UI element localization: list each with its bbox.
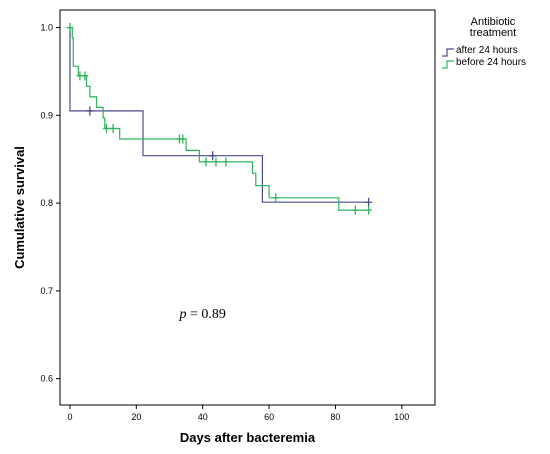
legend-label: before 24 hours: [456, 57, 526, 68]
series-layer: [66, 23, 373, 215]
plot-area: [59, 9, 436, 406]
censor-mark: [86, 106, 94, 116]
survival-step-line: [69, 27, 369, 203]
censor-mark: [212, 157, 220, 167]
series-before-24h: [66, 23, 373, 215]
legend-swatch: [442, 60, 454, 69]
legend-swatch: [442, 48, 454, 57]
y-tick-label: 1.0: [40, 23, 53, 33]
plot-frame: [59, 9, 436, 406]
x-tick-label: 100: [394, 412, 409, 422]
legend-title: Antibiotic: [471, 16, 516, 28]
y-tick-label: 0.9: [40, 110, 53, 120]
y-tick-label: 0.6: [40, 374, 53, 384]
censor-mark: [202, 157, 210, 167]
censor-mark: [365, 205, 373, 215]
censor-mark: [209, 151, 217, 161]
censor-mark: [102, 124, 110, 133]
censor-mark: [272, 193, 280, 203]
x-tick-label: 40: [198, 412, 208, 422]
y-axis-ticks: 0.6 0.7 0.8 0.9 1.0: [40, 23, 60, 384]
x-tick-label: 80: [330, 412, 340, 422]
censor-mark: [109, 124, 117, 133]
x-tick-label: 0: [67, 412, 72, 422]
censor-mark: [179, 134, 187, 144]
x-axis-ticks: 0 20 40 60 80 100: [67, 405, 409, 422]
censor-mark: [351, 205, 359, 215]
series-after-24h: [69, 27, 373, 207]
legend-label: after 24 hours: [456, 45, 518, 56]
censor-mark: [365, 197, 373, 207]
survival-step-line: [70, 27, 369, 211]
censor-mark: [66, 23, 74, 33]
p-value-annotation: p = 0.89: [178, 307, 225, 322]
y-tick-label: 0.7: [40, 286, 53, 296]
y-axis-title: Cumulative survival: [12, 146, 27, 269]
x-tick-label: 60: [264, 412, 274, 422]
censor-mark: [81, 71, 89, 81]
x-axis-title: Days after bacteremia: [180, 430, 316, 445]
y-tick-label: 0.8: [40, 198, 53, 208]
x-tick-label: 20: [131, 412, 141, 422]
censor-mark: [222, 157, 230, 167]
p-symbol: p: [178, 307, 186, 322]
p-value: = 0.89: [186, 307, 225, 322]
legend-title: treatment: [470, 27, 516, 39]
